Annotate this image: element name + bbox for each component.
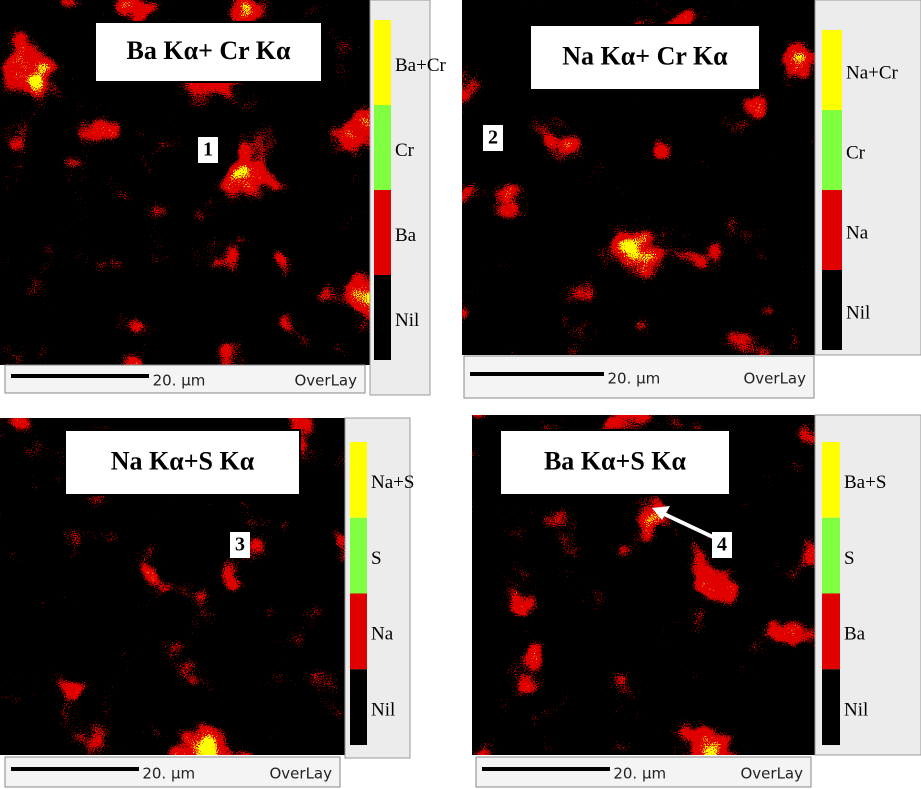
figure: Ba+CrCrBaNilBa Kα+ Cr Kα120. µmOverLayNa… xyxy=(0,0,921,789)
panel: Na+Cr Cr Na Nil Na Kα+ Cr Kα 2 20. µm OverLay xyxy=(462,0,921,398)
legend-swatch xyxy=(350,594,367,670)
legend-label: Na+Cr xyxy=(846,62,899,83)
mode-label: OverLay xyxy=(740,765,803,783)
scale-label: 20. µm xyxy=(153,372,206,390)
scale-label: 20. µm xyxy=(613,765,666,783)
panel-label: 3 xyxy=(235,534,245,556)
scale-label: 20. µm xyxy=(142,765,195,783)
legend-swatch xyxy=(822,190,842,270)
panel-title: Ba Kα+S Kα xyxy=(544,446,687,475)
legend-label: Ba xyxy=(844,624,866,645)
panel: Ba+S S Ba Nil Ba Kα+S Kα 4 20. µm OverLay xyxy=(472,415,921,787)
legend-label: Ba+Cr xyxy=(395,55,446,76)
panel-title: Ba Kα+ Cr Kα xyxy=(127,36,291,65)
legend-label: Nil xyxy=(846,302,870,323)
legend-swatch xyxy=(822,518,840,594)
panel-label: 2 xyxy=(488,127,498,149)
legend-label: Na+S xyxy=(371,472,414,493)
legend-swatch xyxy=(822,442,840,518)
legend-label: Nil xyxy=(844,699,868,720)
legend-label: Na xyxy=(846,222,869,243)
legend-swatch xyxy=(822,594,840,670)
legend-swatch xyxy=(374,105,391,190)
panel: Na+S S Na Nil Na Kα+S Kα 3 20. µm OverLay xyxy=(0,418,414,787)
legend-swatch xyxy=(822,30,842,110)
legend-label: Nil xyxy=(395,310,419,331)
panel: Ba+Cr Cr Ba Nil Ba Kα+ Cr Kα 1 20. µm OverLay xyxy=(0,0,446,395)
panel-title: Na Kα+ Cr Kα xyxy=(562,41,728,70)
scale-label: 20. µm xyxy=(608,370,661,388)
legend-label: Nil xyxy=(371,699,395,720)
legend-label: Ba xyxy=(395,225,417,246)
legend-swatch xyxy=(374,20,391,105)
legend-label: Cr xyxy=(395,140,415,161)
mode-label: OverLay xyxy=(743,370,806,388)
legend-swatch xyxy=(350,442,367,518)
legend-label: S xyxy=(371,548,382,569)
mode-label: OverLay xyxy=(294,372,357,390)
legend-label: Na xyxy=(371,624,394,645)
legend-swatch xyxy=(822,669,840,745)
legend-label: S xyxy=(844,548,855,569)
legend-swatch xyxy=(822,110,842,190)
legend-label: Cr xyxy=(846,142,866,163)
panel-label: 1 xyxy=(203,139,213,161)
legend-swatch xyxy=(822,270,842,350)
panel-title: Na Kα+S Kα xyxy=(111,446,255,475)
legend-swatch xyxy=(374,275,391,360)
legend-label: Ba+S xyxy=(844,472,886,493)
legend-swatch xyxy=(350,669,367,745)
legend-swatch xyxy=(350,518,367,594)
legend-swatch xyxy=(374,190,391,275)
mode-label: OverLay xyxy=(269,765,332,783)
panel-label: 4 xyxy=(717,534,727,556)
